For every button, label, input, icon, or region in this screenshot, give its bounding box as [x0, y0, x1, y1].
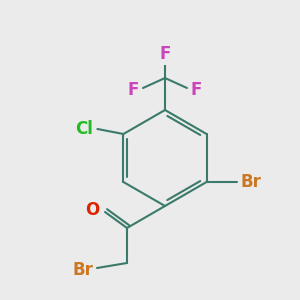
Text: O: O — [85, 201, 99, 219]
Text: F: F — [159, 45, 171, 63]
Text: Br: Br — [241, 173, 261, 191]
Text: F: F — [191, 81, 202, 99]
Text: Cl: Cl — [76, 120, 93, 138]
Text: F: F — [128, 81, 139, 99]
Text: Br: Br — [72, 261, 93, 279]
